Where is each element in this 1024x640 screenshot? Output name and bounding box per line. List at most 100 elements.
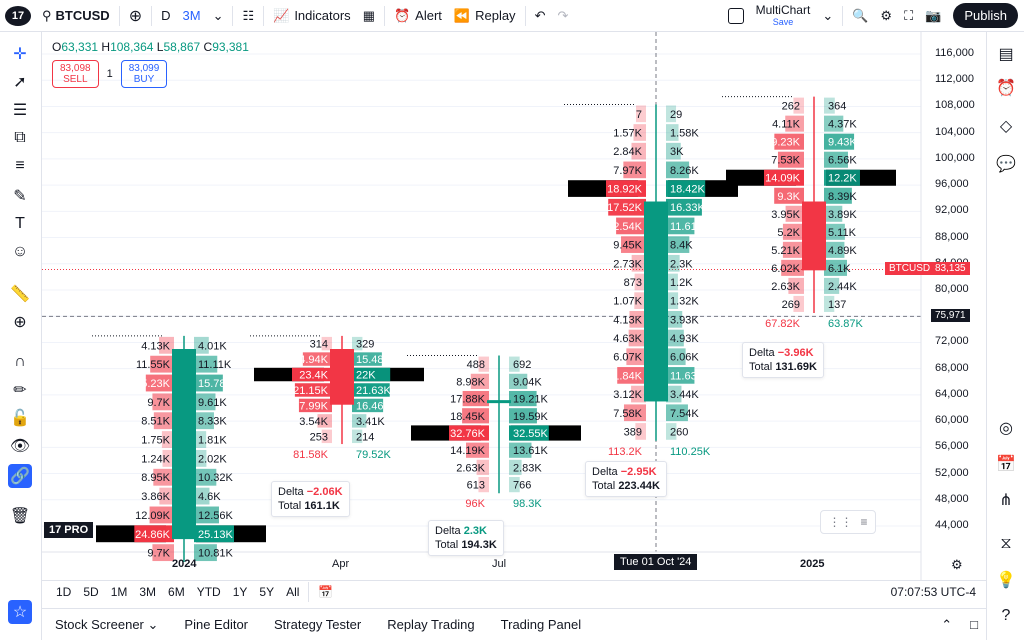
sell-volume-label: 253: [310, 431, 328, 443]
emoji-icon[interactable]: ☺: [11, 243, 29, 260]
calendar-icon[interactable]: 📅: [996, 456, 1016, 473]
range-3m[interactable]: 3M: [139, 584, 157, 599]
link-icon[interactable]: 🔗: [8, 464, 32, 488]
buy-volume-label: 3.93K: [670, 314, 699, 326]
sell-volume-label: 1.07K: [613, 296, 642, 308]
maximize-panel-icon[interactable]: □: [970, 617, 978, 632]
tab-trading-panel[interactable]: Trading Panel: [500, 617, 582, 632]
range-6m[interactable]: 6M: [168, 584, 185, 599]
zoom-in-icon[interactable]: ⊕: [13, 314, 27, 331]
footprint-tool-icon[interactable]: ≡: [860, 515, 868, 529]
trend-line-icon[interactable]: ➚: [13, 74, 27, 91]
buy-volume-bar: [194, 525, 234, 543]
star-icon[interactable]: ☆: [8, 600, 32, 624]
range-ytd[interactable]: YTD: [196, 584, 221, 599]
layout-name-button[interactable]: MultiChart Save: [750, 0, 817, 32]
tab-strategy-tester[interactable]: Strategy Tester: [274, 617, 362, 632]
broadcast-icon[interactable]: ⧖: [1000, 535, 1012, 552]
goto-date-icon[interactable]: 📅: [318, 584, 334, 599]
sell-volume-label: 14.94K: [293, 354, 329, 366]
interval-range[interactable]: 3M: [182, 8, 201, 23]
settings-button[interactable]: ⚙: [874, 0, 898, 32]
symbol-search[interactable]: ⚲ BTCUSD: [36, 0, 116, 32]
compare-button[interactable]: ⊕: [123, 0, 148, 32]
logo-button[interactable]: 17: [0, 0, 36, 32]
object-toolbar[interactable]: ⋮⋮ ≡: [820, 510, 876, 534]
sell-volume-bar: [152, 393, 174, 411]
lightbulb-icon[interactable]: 💡: [996, 572, 1016, 589]
text-icon[interactable]: T: [15, 215, 25, 232]
interval-daily[interactable]: D: [161, 8, 171, 23]
help-icon[interactable]: ?: [1001, 607, 1011, 624]
top-toolbar: 17 ⚲ BTCUSD ⊕ D 3M ⌄ ☷ 📈 Indicators ▦ ⏰ …: [0, 0, 1024, 32]
drag-handle-icon[interactable]: ⋮⋮: [828, 515, 853, 529]
low-label: L: [156, 40, 164, 54]
chart-pane[interactable]: 4.13K 4.01K 11.55K 11.11K 15.23K 15.78K 9.7K 9.…: [42, 32, 986, 580]
buy-volume-label: 9.04K: [513, 376, 542, 388]
watchlist-icon[interactable]: ▤: [998, 46, 1014, 63]
quick-search-button[interactable]: 🔍: [846, 0, 874, 32]
range-1m[interactable]: 1M: [110, 584, 128, 599]
range-5d[interactable]: 5D: [83, 584, 99, 599]
layout-dropdown[interactable]: ⌄: [816, 0, 839, 32]
range-1y[interactable]: 1Y: [232, 584, 248, 599]
ruler-icon[interactable]: 📏: [10, 286, 30, 303]
target-icon[interactable]: ◎: [999, 420, 1013, 437]
interval-dropdown[interactable]: ⌄: [207, 0, 230, 32]
buy-button[interactable]: 83,099 BUY: [120, 60, 168, 88]
pitchfork-icon[interactable]: ⋔: [999, 492, 1013, 509]
replay-button[interactable]: ⏪ Replay: [448, 0, 522, 32]
brush-icon[interactable]: ✎: [13, 188, 27, 205]
magnet-icon[interactable]: ∩: [14, 353, 26, 370]
sell-volume-label: 21.15K: [293, 385, 329, 397]
sell-volume-label: 7.97K: [613, 165, 642, 177]
footprint-chart[interactable]: 4.13K 4.01K 11.55K 11.11K 15.23K 15.78K 9.7K 9.…: [42, 32, 986, 580]
layout-toggle[interactable]: [722, 0, 750, 32]
templates-button[interactable]: ▦: [357, 0, 381, 32]
undo-button[interactable]: ↶: [529, 0, 552, 32]
buy-volume-bar: [666, 198, 702, 216]
crosshair-icon[interactable]: ✛: [13, 46, 27, 63]
fib-retracement-icon[interactable]: ☰: [12, 102, 28, 119]
buy-volume-label: 9.43K: [828, 137, 857, 149]
alerts-clock-icon[interactable]: ⏰: [996, 80, 1016, 97]
tab-stock-screener[interactable]: Stock Screener ⌄: [42, 617, 171, 633]
trash-icon[interactable]: 🗑: [9, 508, 31, 525]
tab-replay-trading[interactable]: Replay Trading: [387, 617, 475, 632]
buy-volume-label: 8.39K: [828, 191, 857, 203]
range-1d[interactable]: 1D: [56, 584, 72, 599]
layers-icon[interactable]: ◇: [999, 118, 1013, 135]
eye-icon[interactable]: 👁: [9, 438, 31, 455]
clock[interactable]: 07:07:53 UTC-4: [890, 584, 976, 599]
buy-volume-bar: [824, 187, 852, 204]
chart-type-button[interactable]: ☷: [236, 0, 260, 32]
buy-volume-bar: [194, 431, 207, 448]
publish-button[interactable]: Publish: [953, 3, 1018, 28]
alert-button[interactable]: ⏰ Alert: [388, 0, 448, 32]
buy-volume-label: 3.44K: [670, 389, 699, 401]
chat-icon[interactable]: 💬: [996, 156, 1016, 173]
forecast-icon[interactable]: ≡: [15, 157, 25, 174]
delta-value: −2.95K: [620, 466, 657, 478]
price-tick-label: 44,000: [935, 519, 969, 531]
range-all[interactable]: All: [286, 584, 300, 599]
candle-body: [802, 201, 826, 271]
redo-button[interactable]: ↷: [551, 0, 574, 32]
lock-icon[interactable]: 🔓: [10, 410, 30, 427]
range-5y[interactable]: 5Y: [259, 584, 275, 599]
chart-settings-icon[interactable]: ⚙: [951, 557, 963, 572]
sell-button[interactable]: 83,098 SELL: [52, 60, 99, 88]
collapse-panel-icon[interactable]: ⌃: [941, 616, 953, 632]
price-axis[interactable]: 116,000 112,000 108,000 104,000 100,000 96,00…: [885, 32, 986, 580]
snapshot-button[interactable]: 📷: [919, 0, 947, 32]
time-label-jul: Jul: [492, 558, 507, 570]
pattern-icon[interactable]: ⧉: [14, 129, 26, 146]
indicators-button[interactable]: 📈 Indicators: [267, 0, 357, 32]
lock-pencil-icon[interactable]: ✏: [13, 382, 27, 399]
buy-volume-label: 2.02K: [198, 453, 227, 465]
sell-volume-bar: [631, 142, 646, 160]
tab-pine-editor[interactable]: Pine Editor: [184, 617, 248, 632]
total-value: 223.44K: [618, 480, 660, 492]
trade-qty[interactable]: 1: [106, 68, 113, 80]
fullscreen-button[interactable]: ⛶: [898, 0, 919, 32]
